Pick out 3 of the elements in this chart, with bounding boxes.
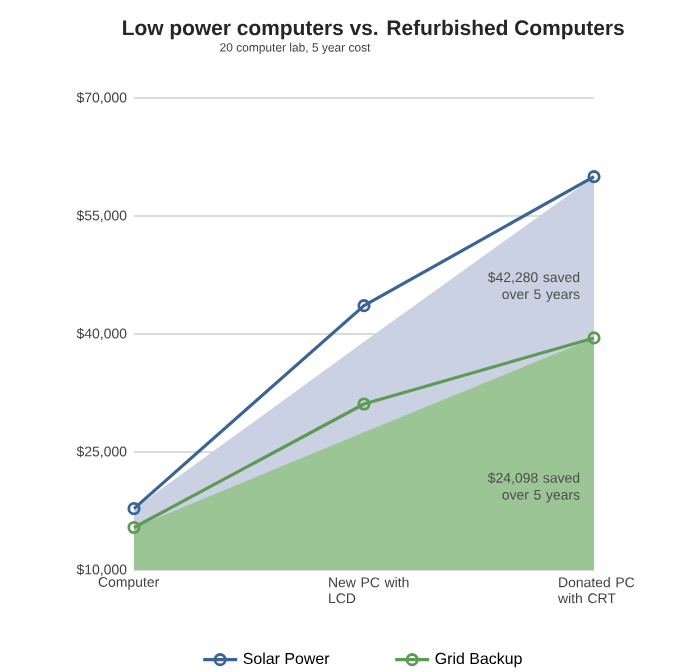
- point: [357, 397, 371, 411]
- point: [357, 299, 371, 313]
- chart-title: Low power computers vs. Refurbished Computers: [123, 19, 624, 40]
